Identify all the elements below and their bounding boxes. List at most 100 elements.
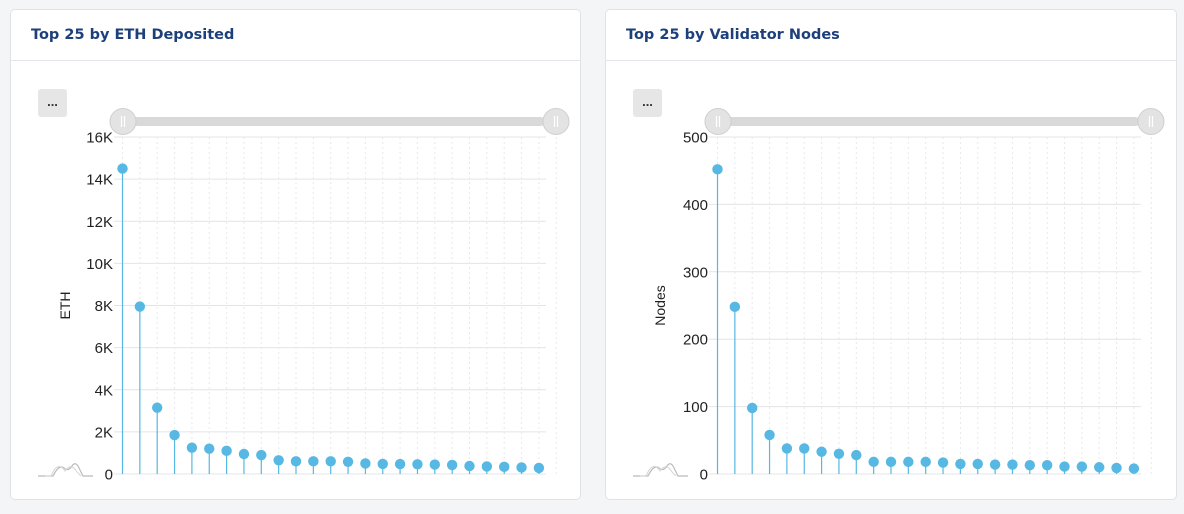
data-point[interactable]	[868, 456, 879, 468]
zoom-preview-icon	[633, 463, 688, 477]
data-point[interactable]	[1094, 462, 1105, 473]
menu-button-label[interactable]: ...	[47, 94, 58, 109]
series	[117, 163, 545, 474]
data-point[interactable]	[290, 456, 302, 467]
data-point[interactable]	[360, 458, 371, 469]
slider-handle-start[interactable]	[704, 108, 732, 135]
range-slider[interactable]	[704, 108, 1165, 135]
data-point[interactable]	[256, 449, 267, 461]
data-point[interactable]	[377, 458, 388, 470]
data-point[interactable]	[799, 443, 810, 454]
slider-handle-end[interactable]	[1137, 108, 1165, 135]
data-point[interactable]	[1024, 460, 1035, 471]
data-point[interactable]	[204, 443, 215, 454]
handle-circle[interactable]	[542, 108, 570, 135]
card-title: Top 25 by Validator Nodes	[626, 27, 840, 43]
data-point[interactable]	[764, 429, 775, 441]
data-point[interactable]	[394, 458, 406, 470]
data-point[interactable]	[446, 459, 458, 471]
y-tick-label: 200	[683, 332, 708, 349]
handle-circle[interactable]	[704, 108, 732, 135]
eth-deposited-chart: 0 2K 4K 6K 8K 10K 12K 14K 16K ETH...	[38, 89, 570, 484]
series	[712, 164, 1140, 474]
data-point[interactable]	[972, 458, 983, 470]
data-point[interactable]	[134, 301, 146, 312]
data-point[interactable]	[816, 446, 827, 457]
data-point[interactable]	[342, 456, 354, 467]
data-point[interactable]	[747, 402, 758, 414]
data-point[interactable]	[729, 301, 741, 313]
data-point[interactable]	[989, 459, 1001, 470]
data-point[interactable]	[516, 462, 527, 473]
menu-button-bg[interactable]	[633, 89, 662, 117]
data-point[interactable]	[1007, 459, 1018, 470]
preview-line	[38, 463, 93, 477]
data-point[interactable]	[117, 163, 128, 174]
data-point[interactable]	[903, 456, 914, 468]
slider-track[interactable]	[718, 117, 1140, 126]
y-tick-label: 6K	[95, 340, 113, 357]
data-point[interactable]	[1041, 460, 1053, 471]
data-point[interactable]	[1128, 463, 1140, 474]
data-point[interactable]	[412, 459, 423, 470]
data-point[interactable]	[833, 448, 845, 459]
y-axis: 0 2K 4K 6K 8K 10K 12K 14K 16K ETH	[57, 130, 113, 484]
menu-button-label[interactable]: ...	[642, 94, 653, 109]
y-tick-label: 400	[683, 197, 708, 214]
data-point[interactable]	[308, 456, 319, 467]
y-tick-label: 14K	[86, 172, 113, 189]
y-tick-label: 10K	[86, 256, 113, 273]
data-point[interactable]	[920, 456, 931, 468]
chart-menu-button[interactable]: ...	[633, 89, 662, 117]
data-point[interactable]	[238, 448, 250, 460]
data-point[interactable]	[533, 462, 545, 474]
data-point[interactable]	[712, 164, 723, 175]
slider-handle-start[interactable]	[109, 108, 137, 135]
range-slider[interactable]	[109, 108, 570, 135]
y-tick-label: 0	[105, 467, 113, 484]
data-point[interactable]	[885, 456, 897, 468]
data-point[interactable]	[1111, 462, 1122, 474]
data-point[interactable]	[937, 457, 949, 468]
validator-nodes-chart: 0 100 200 300 400 500 Nodes...	[633, 89, 1165, 484]
eth-deposited-card: Top 25 by ETH Deposited 0 2K 4K 6K 8K 10K 12K 1…	[10, 9, 581, 500]
data-point[interactable]	[499, 461, 510, 473]
validator-nodes-card: Top 25 by Validator Nodes 0 100 200 300 400 5…	[605, 9, 1177, 500]
y-tick-label: 16K	[86, 130, 113, 147]
card-header: Top 25 by ETH Deposited	[11, 10, 580, 61]
card-header: Top 25 by Validator Nodes	[606, 10, 1176, 61]
slider-track[interactable]	[123, 117, 545, 126]
handle-circle[interactable]	[1137, 108, 1165, 135]
data-point[interactable]	[325, 456, 336, 467]
y-tick-label: 12K	[86, 214, 113, 231]
data-point[interactable]	[169, 429, 180, 441]
data-point[interactable]	[481, 461, 493, 472]
preview-line	[640, 466, 677, 477]
data-point[interactable]	[429, 459, 440, 470]
data-point[interactable]	[781, 443, 793, 454]
y-axis-title: ETH	[57, 292, 73, 320]
y-tick-label: 100	[683, 399, 708, 416]
data-point[interactable]	[152, 402, 163, 413]
data-point[interactable]	[1076, 461, 1088, 472]
data-point[interactable]	[851, 449, 862, 461]
y-axis-title: Nodes	[652, 285, 668, 325]
y-tick-label: 300	[683, 264, 708, 281]
data-point[interactable]	[186, 442, 198, 453]
data-point[interactable]	[221, 445, 232, 457]
data-point[interactable]	[273, 455, 284, 466]
card-title: Top 25 by ETH Deposited	[31, 27, 235, 43]
data-point[interactable]	[955, 458, 966, 470]
menu-button-bg[interactable]	[38, 89, 67, 117]
y-tick-label: 2K	[95, 424, 113, 441]
slider-handle-end[interactable]	[542, 108, 570, 135]
y-tick-label: 0	[700, 467, 708, 484]
chart-menu-button[interactable]: ...	[38, 89, 67, 117]
data-point[interactable]	[464, 460, 475, 472]
preview-line	[45, 466, 82, 477]
zoom-preview-icon	[38, 463, 93, 477]
data-point[interactable]	[1059, 461, 1070, 472]
preview-line	[633, 463, 688, 477]
y-tick-label: 4K	[95, 382, 113, 399]
handle-circle[interactable]	[109, 108, 137, 135]
